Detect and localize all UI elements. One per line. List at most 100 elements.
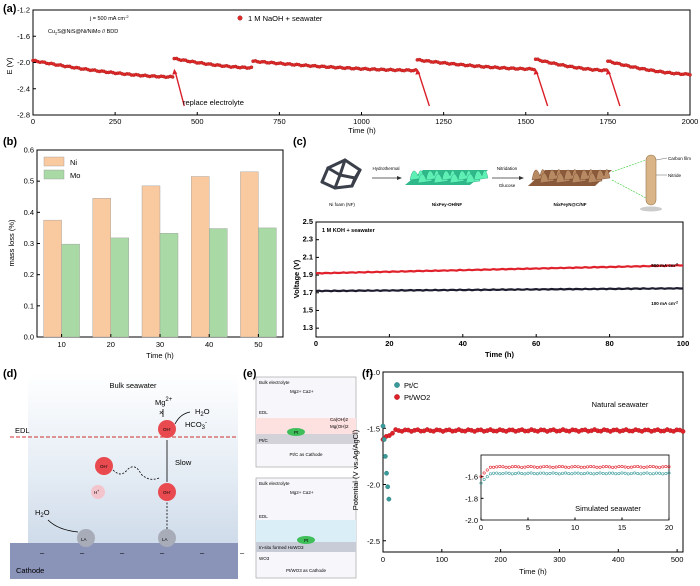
panel-f-inset-point-ptc (586, 471, 590, 475)
panel-c-ytick-label: 1.5 (303, 305, 313, 314)
panel-d-hco3-sup: - (205, 420, 207, 426)
panel-f-point-ptc (383, 454, 388, 459)
panel-c-frame (315, 221, 684, 338)
panel-b-bar-ni (240, 171, 259, 338)
panel-e-top-pt-blob (287, 428, 305, 436)
panel-f-xtick-label: 200 (494, 555, 507, 564)
panel-f-inset-point-ptwo (639, 465, 643, 469)
panel-c-ytick-label: 2.3 (303, 235, 313, 244)
panel-f-point-ptwo (390, 430, 395, 436)
panel-f-point-ptc (381, 437, 387, 442)
panel-f-ytick-label: -1.0 (367, 368, 380, 377)
panel-d-h2o-arrow (47, 519, 79, 533)
panel-c-stage-1: Ni foam (NF) (329, 202, 355, 207)
panel-a-ytick-label: -2.4 (17, 84, 30, 93)
panel-d-h2o-right-sub: 2 (200, 412, 204, 418)
panel-c-zoom-line (611, 159, 647, 173)
panel-f-label: (f) (362, 368, 373, 380)
panel-a-arrowhead (172, 68, 178, 75)
panel-b-bar-mo (159, 233, 179, 338)
panel-f-inset-point-ptc (498, 472, 502, 476)
panel-a-sub-rest: S@NiS@Ni/NiMo // BDD (57, 29, 118, 35)
panel-f-inset-xtick-label: 0 (479, 523, 483, 532)
panel-c-xtick-label: 0 (314, 339, 318, 348)
panel-e-top-electrode (256, 434, 356, 444)
panel-e-top-mgoh: Mg(OH)2 (330, 424, 349, 429)
panel-f-legend-ptwo-marker (394, 394, 400, 400)
panel-c-xlabel: Time (h) (485, 350, 515, 359)
panel-f-inset-point-ptc (639, 472, 643, 476)
panel-c-stage-3: NixFeyN@C/NF (554, 202, 587, 207)
panel-f-inset-point-ptwo (529, 465, 533, 469)
panel-f-inset-point-ptc (551, 471, 555, 475)
panel-a-xtick-label: 1250 (435, 117, 452, 126)
panel-a-annotation-j: j = 500 mA cm-2 (89, 14, 129, 22)
panel-a-point (170, 75, 175, 79)
panel-c-label-100: 100 mA cm-2 (651, 301, 678, 307)
panel-f-inset-point-ptc (539, 471, 543, 475)
panel-f-inset-point-ptc (626, 472, 630, 476)
panel-a-arrow (174, 71, 185, 107)
panel-e-top-ptc: Pt/C (259, 438, 269, 443)
panel-f-point-ptc (384, 470, 389, 476)
panel-f-inset-point-ptc (607, 471, 611, 475)
panel-f-inset-point-ptc (510, 472, 514, 476)
panel-f-inset-point-ptc (523, 472, 527, 476)
panel-c-foam-strut (320, 180, 337, 190)
panel-a-xtick-label: 1750 (600, 117, 617, 126)
panel-a-ytick-label: -1.2 (17, 6, 30, 15)
panel-f-inset-point-ptc (667, 471, 671, 475)
panel-f-inset-point-ptwo (495, 465, 499, 469)
panel-b-legend-swatch (43, 156, 65, 167)
panel-f-inset-point-ptc (595, 471, 599, 475)
panel-e-top-title: Bulk electrolyte (259, 380, 290, 385)
panel-a-ytick-label: -1.6 (17, 32, 30, 41)
panel-a-legend-marker (237, 15, 243, 21)
panel-a-sub: 2 (55, 31, 58, 36)
panel-f-inset-point-ptwo (560, 465, 564, 469)
panel-f-inset-point-ptwo (636, 465, 640, 469)
panel-f-inset-point-ptc (485, 475, 489, 479)
panel-b-xtick-label: 40 (205, 340, 213, 349)
panel-f-ytick-label: -1.5 (367, 424, 380, 433)
panel-f-inset-point-ptc (576, 471, 580, 475)
panel-f-inset-point-ptc (545, 472, 549, 476)
panel-d-h2o-left-o: O (44, 508, 50, 517)
panel-f-inset-point-ptc (488, 472, 492, 476)
panel-f-inset-point-ptwo (582, 465, 586, 469)
panel-f-inset-point-ptc (482, 477, 486, 481)
panel-f-inset-point-ptc (535, 472, 539, 476)
panel-f-inset-xtick-label: 10 (571, 523, 579, 532)
panel-f-inset-point-ptwo (520, 465, 524, 469)
panel-d-charge: – (200, 548, 205, 557)
panel-f-inset-point-ptc (564, 471, 568, 475)
panel-f-xlabel: Time (h) (519, 567, 547, 576)
panel-f-inset-point-ptc (589, 471, 593, 475)
panel-f-inset-xtick-label: 15 (618, 523, 626, 532)
panel-a-xtick-label: 750 (273, 117, 286, 126)
panel-a-xtick-label: 0 (31, 117, 35, 126)
panel-d-label: (d) (3, 368, 17, 380)
panel-d-h2o-left-sub: 2 (40, 513, 44, 519)
panel-c-carbon-film: Carbon film (668, 156, 691, 161)
panel-c-label-500: 500 mA cm-2 (651, 263, 678, 269)
panel-f-inset-point-ptwo (526, 465, 530, 469)
panel-f-inset-point-ptc (517, 471, 521, 475)
panel-d-charge: – (120, 548, 125, 557)
panel-e-bottom-ions: Mg2+ Ca2+ (290, 490, 314, 495)
panel-f-inset-point-ptc (623, 471, 627, 475)
panel-f-inset-point-ptc (560, 471, 564, 475)
panel-f-inset-point-ptwo (510, 465, 514, 469)
panel-f-inset-point-ptwo (532, 465, 536, 469)
panel-f-inset-point-ptwo (604, 464, 608, 468)
panel-f-xtick-label: 100 (436, 555, 449, 564)
panel-f-inset-point-ptc (501, 472, 505, 476)
panel-c-arrowhead-1 (397, 176, 402, 180)
panel-c-arrowhead-2 (519, 176, 524, 180)
panel-d-bulk: Bulk seawater (109, 381, 157, 390)
panel-f-inset-point-ptwo (485, 468, 489, 472)
panel-f-inset-point-ptc (495, 471, 499, 475)
panel-c-capsule (645, 154, 657, 206)
panel-c-label-500-sup: -2 (675, 263, 678, 267)
panel-f-inset-point-ptwo (629, 465, 633, 469)
